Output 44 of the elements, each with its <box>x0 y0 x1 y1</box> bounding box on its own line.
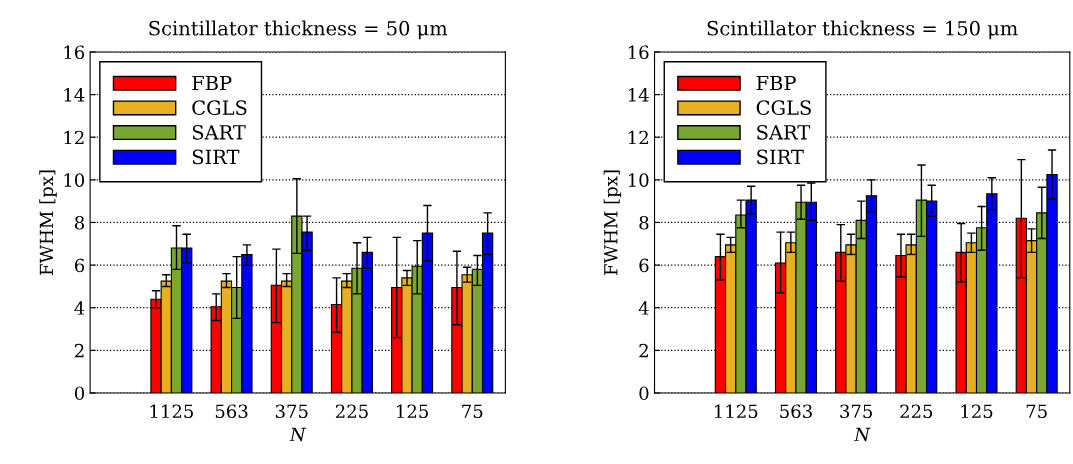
y-tick-label: 2 <box>639 343 648 358</box>
y-tick-label: 4 <box>74 301 85 315</box>
legend-label: SIRT <box>192 149 240 165</box>
legend-label: FBP <box>756 75 796 91</box>
y-tick-label: 10 <box>64 173 85 187</box>
x-tick-label: 563 <box>215 404 248 419</box>
y-tick-label: 4 <box>638 301 649 315</box>
chart-title: Scintillator thickness = 150 μm <box>707 20 1018 40</box>
y-tick-label: 0 <box>639 386 649 401</box>
y-tick-label: 6 <box>639 258 649 273</box>
y-tick-label: 10 <box>628 173 649 187</box>
x-tick-label: 75 <box>1026 404 1047 419</box>
y-tick-label: 8 <box>74 215 85 230</box>
x-tick-label: 375 <box>840 404 872 419</box>
y-tick-label: 0 <box>74 386 85 401</box>
legend-label: SART <box>192 124 246 140</box>
x-tick-label: 225 <box>900 404 933 419</box>
x-tick-label: 1125 <box>150 404 193 419</box>
legend-label: SART <box>757 124 811 140</box>
x-tick-label: 125 <box>961 404 993 419</box>
x-tick-label: 375 <box>275 404 308 419</box>
chart-title: Scintillator thickness = 50 μm <box>149 20 448 40</box>
x-axis-title: N <box>289 427 307 442</box>
legend-label: CGLS <box>192 100 247 115</box>
y-tick-label: 14 <box>628 88 649 102</box>
x-tick-label: 125 <box>397 404 428 419</box>
legend-label: CGLS <box>756 100 811 115</box>
x-axis-title: N <box>853 427 871 442</box>
legend-label: SIRT <box>757 149 804 165</box>
y-tick-label: 14 <box>64 88 85 102</box>
y-tick-label: 16 <box>628 45 649 60</box>
x-tick-label: 75 <box>462 404 483 419</box>
legend-label: FBP <box>192 75 232 91</box>
y-tick-label: 12 <box>64 130 84 145</box>
y-tick-label: 16 <box>64 45 85 60</box>
y-tick-label: 2 <box>75 343 84 358</box>
y-axis-title: FWHM [px] <box>39 170 57 275</box>
x-tick-label: 1125 <box>715 404 758 419</box>
y-tick-label: 12 <box>628 130 648 145</box>
y-tick-label: 6 <box>74 258 85 273</box>
x-tick-label: 225 <box>335 404 368 419</box>
y-axis-title: FWHM [px] <box>603 170 622 275</box>
x-tick-label: 563 <box>780 404 812 419</box>
y-tick-label: 8 <box>639 215 649 230</box>
